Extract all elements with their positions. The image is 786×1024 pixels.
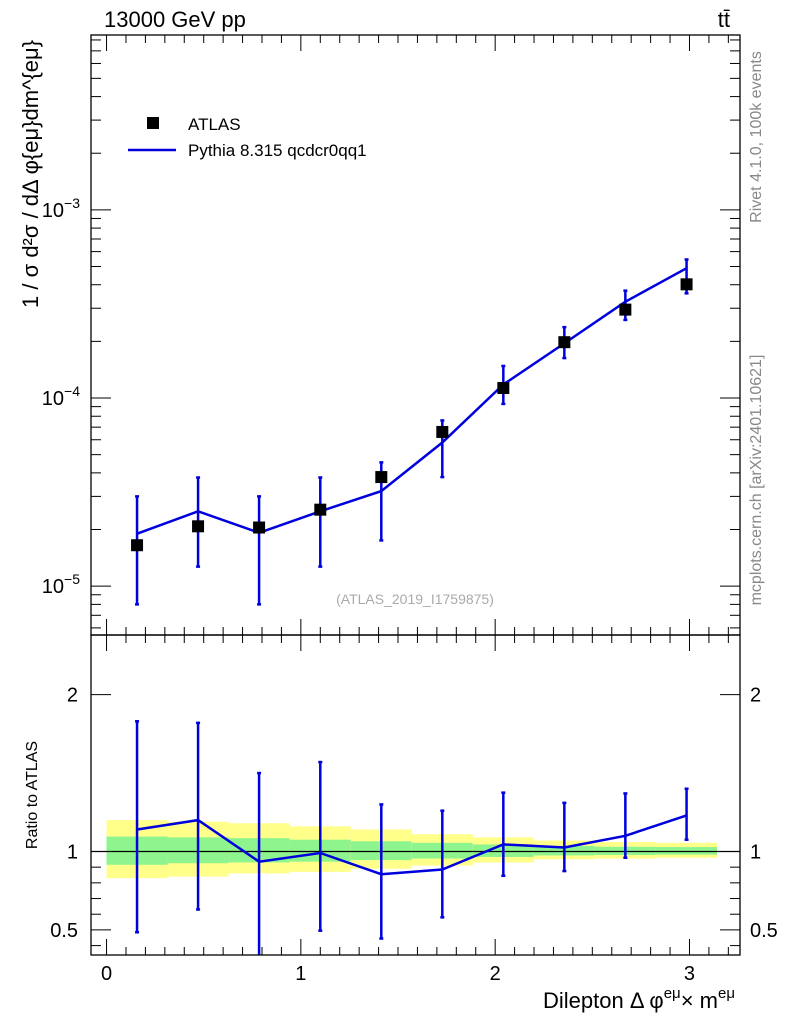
main-axis-ticks: 10−510−410−3 [42, 35, 740, 635]
ratio-y-tick-label-right: 2 [750, 685, 761, 707]
x-axis-label-sup2: eμ [718, 985, 735, 1002]
ratio-mc-line [136, 814, 687, 876]
ratio-y-tick-label-right: 0.5 [750, 920, 778, 942]
main-y-tick-label-base: 10 [42, 200, 64, 222]
ratio-x-tick-label: 3 [684, 963, 695, 985]
ratio-y-tick-label-left: 0.5 [50, 920, 78, 942]
atlas-data-point [436, 425, 449, 438]
mcplots-site-label: mcplots.cern.ch [arXiv:2401.10621] [748, 355, 765, 606]
legend: ATLAS Pythia 8.315 qcdcr0qq1 [128, 115, 367, 160]
x-axis-label-main: Dilepton Δ φ [543, 988, 664, 1013]
atlas-data-point [314, 503, 327, 516]
ratio-y-axis-label: Ratio to ATLAS [24, 741, 41, 849]
legend-mc-label: Pythia 8.315 qcdcr0qq1 [188, 141, 367, 160]
x-axis-label-sup1: eμ [664, 985, 681, 1002]
ratio-x-tick-label: 1 [295, 963, 306, 985]
atlas-data-point [131, 539, 144, 552]
legend-data-label: ATLAS [188, 115, 241, 134]
atlas-data-point [375, 471, 388, 484]
atlas-data-point [192, 520, 205, 533]
main-y-tick-label: 10−3 [42, 195, 80, 222]
main-y-tick-label: 10−5 [42, 571, 80, 598]
process-label: tt̄ [718, 7, 730, 32]
ratio-panel: 0.5 0.5 1 1 2 2 0 1 2 3 Ratio to ATLAS Dilepton Δ… [24, 634, 778, 1013]
rivet-version-label: Rivet 4.1.0, 100k events [748, 51, 765, 223]
watermark-label: (ATLAS_2019_I1759875) [336, 591, 494, 607]
main-y-tick-label-exp: −4 [64, 383, 80, 399]
atlas-data-point [619, 303, 632, 316]
ratio-axis-ticks: 0.5 0.5 1 1 2 2 0 1 2 3 [50, 635, 778, 985]
main-y-tick-label-base: 10 [42, 576, 64, 598]
legend-data-marker [147, 117, 159, 129]
main-panel: 10−510−410−3 (ATLAS_2019_I1759875) 1 / σ… [18, 34, 741, 636]
x-axis-label: Dilepton Δ φeμ× meμ [543, 985, 735, 1013]
main-y-axis-label: 1 / σ d²σ / dΔ φ{eμ}dm^{eμ} [18, 40, 43, 308]
atlas-data-point [253, 521, 266, 534]
ratio-x-tick-label: 2 [490, 963, 501, 985]
ratio-y-tick-label-left: 2 [67, 685, 78, 707]
energy-label: 13000 GeV pp [104, 7, 246, 32]
ratio-panel-frame [90, 634, 741, 956]
x-axis-label-mid: × m [681, 988, 718, 1013]
ratio-y-tick-label-right: 1 [750, 841, 761, 863]
main-y-tick-label-base: 10 [42, 388, 64, 410]
main-data-marks [131, 258, 693, 606]
atlas-data-point [558, 336, 571, 349]
main-y-tick-label: 10−4 [42, 383, 80, 410]
atlas-data-point [680, 278, 693, 291]
ratio-x-tick-label: 0 [101, 963, 112, 985]
ratio-data-marks [91, 720, 740, 955]
atlas-data-point [497, 382, 510, 395]
mc-series-line [136, 267, 688, 535]
main-y-tick-label-exp: −3 [64, 195, 80, 211]
main-y-tick-label-exp: −5 [64, 571, 80, 587]
ratio-y-tick-label-left: 1 [67, 841, 78, 863]
